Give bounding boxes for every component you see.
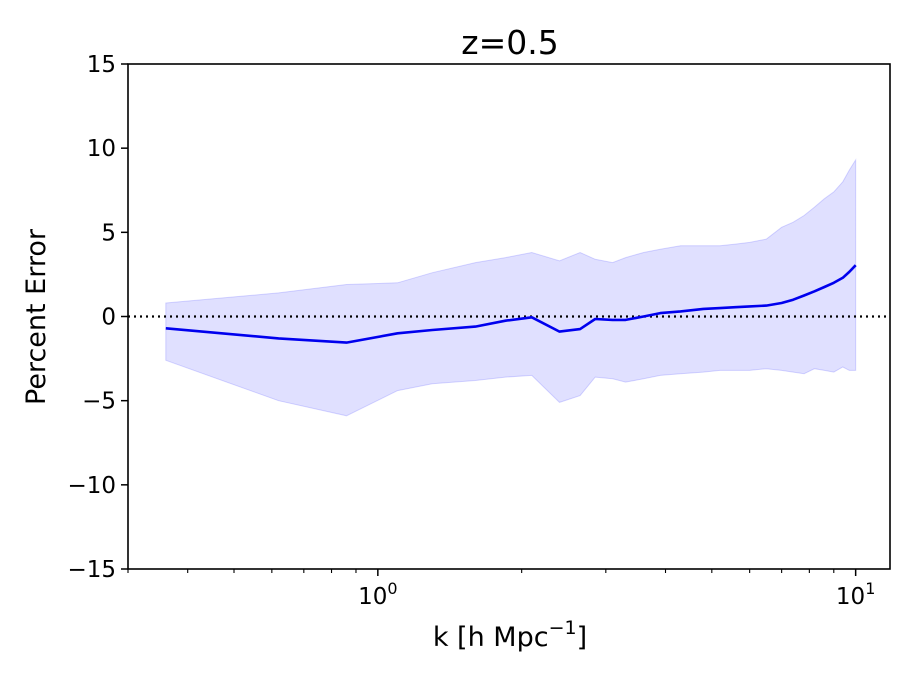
y-tick-label: −10 — [67, 473, 116, 499]
x-axis-label-main: k [h Mpc — [433, 622, 549, 653]
y-tick-label: 15 — [87, 52, 116, 78]
x-tick-label: 101 — [836, 579, 875, 610]
x-tick-label: 100 — [358, 579, 397, 610]
x-ticks: 100 101 — [127, 569, 875, 610]
series-line-layer — [165, 264, 857, 344]
plot-frame — [127, 63, 891, 570]
x-axis-label-superscript: −1 — [549, 617, 577, 639]
y-tick-label: 5 — [101, 220, 116, 246]
confidence-band-layer — [165, 158, 857, 417]
y-tick-label: −15 — [67, 557, 116, 583]
y-tick-label: 10 — [87, 136, 116, 162]
series-line — [165, 264, 857, 344]
y-tick-label: −5 — [82, 389, 116, 415]
y-axis-label: Percent Error — [21, 228, 52, 405]
y-tick-label: 0 — [101, 305, 116, 331]
chart-title: z=0.5 — [461, 23, 558, 62]
x-axis-label-end: ] — [577, 622, 588, 653]
x-axis-label: k [h Mpc−1] — [433, 617, 587, 653]
confidence-band — [165, 158, 857, 417]
y-ticks: 15 10 5 0 −5 −10 −15 — [67, 52, 128, 583]
